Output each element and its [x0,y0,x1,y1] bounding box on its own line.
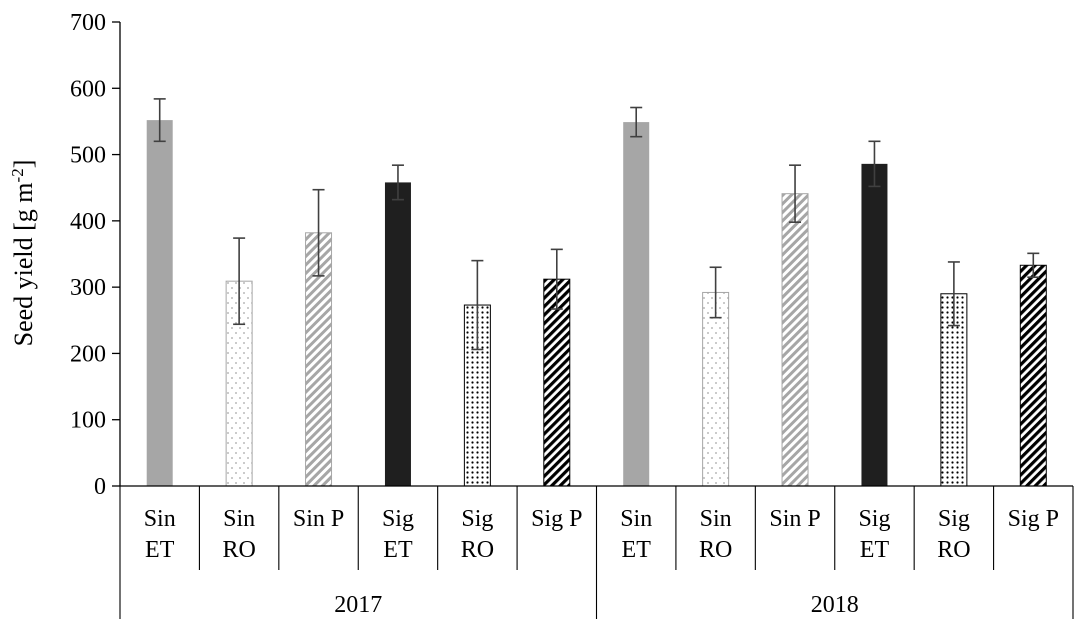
category-label-line2: ET [622,537,652,563]
error-bar [1027,252,1040,279]
y-tick-label: 100 [70,408,106,434]
bar-2017-sig-et [384,182,411,486]
category-label-line1: Sig [382,506,414,532]
category-label-line1: Sin P [293,506,344,532]
y-axis-title-superscript: -2 [8,168,27,182]
error-bar [550,248,563,310]
error-bar [471,259,484,351]
category-label-line1: Sig [858,506,890,532]
category-label-line1: Sig [461,506,493,532]
error-bar [868,140,881,188]
y-axis-title: Seed yield [g m-2] [8,160,38,347]
bar-2018-sin-ro [702,291,730,487]
bar-2018-sig-et [861,163,888,486]
y-tick-label: 300 [70,275,106,301]
category-label-line2: RO [461,537,494,563]
category-label-line1: Sig [938,506,970,532]
bars-layer [146,98,1047,487]
category-label-line1: Sin [223,506,255,532]
group-label-2018: 2018 [811,592,859,618]
error-bar [153,98,166,143]
error-bar [233,237,246,326]
category-label-line1: Sig P [1008,506,1059,532]
error-bar [947,261,960,327]
category-label-line2: ET [383,537,413,563]
y-tick-label: 600 [70,76,106,102]
bar-2018-sin-et [623,122,650,486]
category-label-line2: RO [222,537,255,563]
category-label-line2: RO [937,537,970,563]
category-label-line1: Sin [620,506,652,532]
category-label-line2: ET [145,537,175,563]
bar-2017-sin-et [146,120,173,487]
bar-2018-sin-p [781,193,809,487]
error-bar [630,106,643,138]
y-tick-label: 0 [94,474,106,500]
category-label-line1: Sin [700,506,732,532]
category-label-line1: Sig P [531,506,582,532]
y-axis: 0 100 200 300 400 500 600 700 [70,10,121,500]
category-label-line1: Sin P [769,506,820,532]
bar-2018-sig-p [1019,264,1047,487]
y-tick-label: 500 [70,143,106,169]
x-axis: Sin ET Sin RO Sin P Sig ET Sig RO Sig P Sin ET Sin RO… [119,485,1074,619]
y-tick-label: 700 [70,10,106,36]
error-bar [391,164,404,201]
error-bar [312,188,325,277]
group-label-2017: 2017 [334,592,382,618]
category-label-line2: RO [699,537,732,563]
y-tick-label: 200 [70,341,106,367]
category-label-line1: Sin [144,506,176,532]
category-label-line2: ET [860,537,890,563]
y-tick-label: 400 [70,209,106,235]
error-bar [789,164,802,223]
bar-2017-sig-p [543,278,571,487]
error-bar [709,266,722,319]
